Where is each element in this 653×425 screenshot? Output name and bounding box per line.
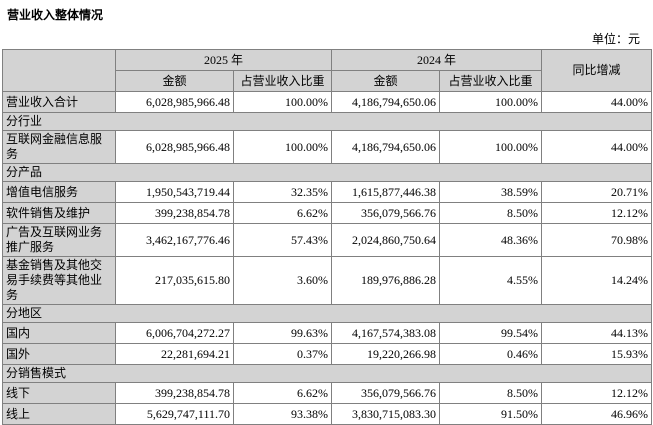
- header-year-2024: 2024 年: [331, 49, 543, 71]
- header-proportion-2025: 占营业收入比重: [232, 70, 333, 92]
- proportion-2025-cell: 6.62%: [232, 382, 333, 404]
- proportion-2024-cell: 0.46%: [439, 343, 543, 365]
- section-label: 分销售模式: [1, 364, 653, 383]
- row-label-cell: 广告及互联网业务推广服务: [2, 223, 116, 257]
- amount-2024-cell: 3,830,715,083.30: [331, 403, 441, 425]
- yoy-cell: 70.98%: [541, 223, 653, 257]
- proportion-2025-cell: 32.35%: [232, 181, 333, 203]
- row-label-cell: 国内: [2, 322, 116, 344]
- header-amount-2024: 金额: [331, 70, 441, 92]
- row-label-cell: 增值电信服务: [2, 181, 116, 203]
- table-row: 增值电信服务 1,950,543,719.44 32.35% 1,615,877,44…: [2, 181, 653, 203]
- row-label-cell: 营业收入合计: [2, 91, 116, 113]
- amount-2025-cell: 22,281,694.21: [115, 343, 234, 365]
- yoy-cell: 46.96%: [541, 403, 653, 425]
- proportion-2025-cell: 3.60%: [232, 256, 333, 305]
- yoy-cell: 14.24%: [541, 256, 653, 305]
- section-label: 分行业: [1, 112, 653, 131]
- proportion-2024-cell: 38.59%: [439, 181, 543, 203]
- proportion-2024-cell: 100.00%: [439, 130, 543, 164]
- proportion-2025-cell: 57.43%: [232, 223, 333, 257]
- section-label: 分产品: [1, 163, 653, 182]
- yoy-cell: 12.12%: [541, 382, 653, 404]
- section-row: 分产品: [1, 163, 653, 182]
- yoy-cell: 44.00%: [541, 130, 653, 164]
- row-label-cell: 国外: [2, 343, 116, 365]
- amount-2024-cell: 2,024,860,750.64: [331, 223, 441, 257]
- header-amount-2025: 金额: [115, 70, 234, 92]
- proportion-2024-cell: 8.50%: [439, 202, 543, 224]
- table-row: 广告及互联网业务推广服务 3,462,167,776.46 57.43% 2,024,…: [2, 223, 653, 257]
- proportion-2024-cell: 100.00%: [439, 91, 543, 113]
- amount-2025-cell: 5,629,747,111.70: [115, 403, 234, 425]
- amount-2025-cell: 3,462,167,776.46: [115, 223, 234, 257]
- amount-2025-cell: 6,006,704,272.27: [115, 322, 234, 344]
- section-label: 分地区: [1, 304, 653, 323]
- proportion-2024-cell: 48.36%: [439, 223, 543, 257]
- row-label-cell: 软件销售及维护: [2, 202, 116, 224]
- header-row-measures: 金额 占营业收入比重 金额 占营业收入比重: [3, 70, 652, 92]
- row-label-cell: 线下: [2, 382, 116, 404]
- table-row: 营业收入合计 6,028,985,966.48 100.00% 4,186,794,6…: [2, 91, 653, 113]
- yoy-cell: 44.00%: [541, 91, 653, 113]
- yoy-cell: 20.71%: [541, 181, 653, 203]
- section-row: 分行业: [1, 112, 653, 131]
- section-row: 分销售模式: [1, 364, 653, 383]
- table-row: 软件销售及维护 399,238,854.78 6.62% 356,079,566.76…: [2, 202, 653, 224]
- amount-2024-cell: 1,615,877,446.38: [331, 181, 441, 203]
- row-label-cell: 线上: [2, 403, 116, 425]
- table-row: 线上 5,629,747,111.70 93.38% 3,830,715,083.30…: [2, 403, 653, 425]
- row-label-cell: 互联网金融信息服务: [2, 130, 116, 164]
- amount-2025-cell: 6,028,985,966.48: [115, 130, 234, 164]
- yoy-cell: 15.93%: [541, 343, 653, 365]
- yoy-cell: 12.12%: [541, 202, 653, 224]
- yoy-cell: 44.13%: [541, 322, 653, 344]
- proportion-2025-cell: 6.62%: [232, 202, 333, 224]
- header-yoy: 同比增减: [541, 49, 653, 92]
- revenue-table: 2025 年 2024 年 同比增减 金额 占营业收入比重 金额 占营业收入比重…: [1, 49, 653, 425]
- proportion-2024-cell: 8.50%: [439, 382, 543, 404]
- row-label-cell: 基金销售及其他交易手续费等其他业务: [2, 256, 116, 305]
- proportion-2025-cell: 99.63%: [232, 322, 333, 344]
- amount-2025-cell: 1,950,543,719.44: [115, 181, 234, 203]
- amount-2025-cell: 399,238,854.78: [115, 202, 234, 224]
- revenue-table-body: 营业收入合计 6,028,985,966.48 100.00% 4,186,794,6…: [1, 91, 653, 425]
- header-proportion-2024: 占营业收入比重: [439, 70, 543, 92]
- amount-2024-cell: 356,079,566.76: [331, 382, 441, 404]
- unit-label: 单位：元: [591, 32, 640, 46]
- amount-2024-cell: 19,220,266.98: [331, 343, 441, 365]
- table-row: 互联网金融信息服务 6,028,985,966.48 100.00% 4,186,79…: [2, 130, 653, 164]
- amount-2024-cell: 356,079,566.76: [331, 202, 441, 224]
- amount-2025-cell: 6,028,985,966.48: [115, 91, 234, 113]
- amount-2025-cell: 399,238,854.78: [115, 382, 234, 404]
- section-row: 分地区: [1, 304, 653, 323]
- header-row-years: 2025 年 2024 年 同比增减: [2, 49, 653, 92]
- proportion-2025-cell: 100.00%: [232, 91, 333, 113]
- table-row: 国外 22,281,694.21 0.37% 19,220,266.98 0.46% 15…: [2, 343, 653, 365]
- amount-2025-cell: 217,035,615.80: [115, 256, 234, 305]
- proportion-2024-cell: 91.50%: [439, 403, 543, 425]
- amount-2024-cell: 4,186,794,650.06: [331, 130, 441, 164]
- proportion-2025-cell: 0.37%: [232, 343, 333, 365]
- header-year-2025: 2025 年: [114, 49, 333, 71]
- table-row: 国内 6,006,704,272.27 99.63% 4,167,574,383.08…: [2, 322, 653, 344]
- proportion-2024-cell: 4.55%: [439, 256, 543, 305]
- proportion-2024-cell: 99.54%: [439, 322, 543, 344]
- table-row: 线下 399,238,854.78 6.62% 356,079,566.76 8.50%…: [2, 382, 653, 404]
- amount-2024-cell: 4,186,794,650.06: [331, 91, 441, 113]
- table-row: 基金销售及其他交易手续费等其他业务 217,035,615.80 3.60% 189,…: [2, 256, 653, 305]
- proportion-2025-cell: 93.38%: [232, 403, 333, 425]
- amount-2024-cell: 189,976,886.28: [331, 256, 441, 305]
- proportion-2025-cell: 100.00%: [232, 130, 333, 164]
- page-title: 营业收入整体情况: [7, 8, 104, 22]
- header-blank-cell: [2, 49, 116, 92]
- amount-2024-cell: 4,167,574,383.08: [331, 322, 441, 344]
